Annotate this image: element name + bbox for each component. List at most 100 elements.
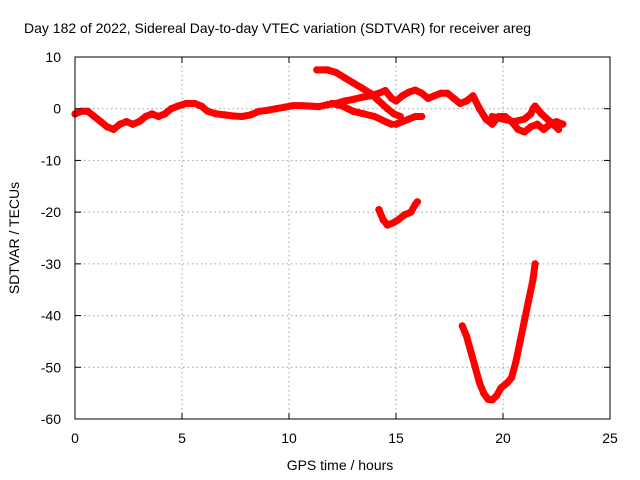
data-point [182,99,190,108]
data-point [289,102,297,110]
data-point [315,103,323,111]
data-point [398,92,406,100]
data-point [520,317,529,325]
data-point [84,107,92,115]
x-tick-label: 0 [71,430,79,446]
data-point [531,260,539,268]
axis-ticks: 0 5 10 15 20 25 10 0 -10 -20 -30 -40 -50 -60 [41,49,618,446]
data-point [405,115,413,123]
data-point [430,92,439,100]
data-point [488,112,496,121]
data-point [525,296,533,304]
data-point [394,216,402,224]
data-point [411,86,419,94]
data-point [480,389,488,397]
data-point [174,102,182,110]
data-point [413,198,421,206]
data-point [533,120,541,128]
data-point [383,221,391,229]
y-axis-label: SDTVAR / TECUs [6,182,22,294]
data-point [381,87,389,95]
data-point [358,84,366,92]
data-point [514,125,522,133]
data-point [90,112,98,121]
data-point [375,97,383,105]
data-point [411,112,419,121]
data-point [516,337,524,345]
data-point [437,89,445,97]
data-point [493,392,501,400]
chart-title: Day 182 of 2022, Sidereal Day-to-day VTE… [24,20,531,36]
data-point [338,102,347,110]
series-dip_segment [375,198,421,229]
data-point [77,107,85,115]
data-point [482,115,490,123]
data-point [323,66,332,74]
data-point [135,118,143,126]
data-point [467,348,475,356]
data-point [531,102,539,110]
x-tick-label: 20 [495,430,511,446]
data-point [463,97,471,105]
y-tick-label: -10 [41,152,61,168]
data-point [383,105,391,113]
data-point [332,68,340,77]
data-point [398,118,406,126]
data-point [229,112,237,120]
data-point [116,120,124,128]
data-point [272,105,280,113]
data-point [503,379,511,387]
data-point [424,94,432,102]
data-point [349,95,357,103]
data-point [148,110,156,118]
data-point [499,115,507,123]
series-deep_valley [458,260,539,404]
data-point [97,118,105,126]
series-high_arc [313,66,404,121]
data-point [129,120,137,128]
data-point [306,102,314,110]
series-late_arc [488,102,563,133]
data-point [471,363,479,371]
data-point [540,125,548,133]
data-point [401,211,409,219]
data-point [103,123,111,131]
data-point [313,66,321,74]
y-tick-label: -40 [41,308,61,324]
data-point [529,275,537,283]
plot-frame [74,56,611,420]
data-point [371,112,379,121]
data-point [418,89,426,97]
data-point [407,208,415,216]
y-tick-label: -50 [41,359,61,375]
data-point [469,92,477,100]
data-point [358,93,366,101]
data-point [122,118,130,126]
data-point [488,120,496,128]
data-point [508,374,516,382]
data-point [360,110,368,118]
data-point [238,112,246,121]
data-point [109,125,118,133]
data-point [255,107,263,115]
data-point [246,111,255,119]
data-point [341,74,349,82]
x-tick-label: 25 [602,430,618,446]
y-tick-label: -30 [41,256,61,272]
data-point [546,118,554,126]
y-tick-label: 0 [53,101,61,117]
y-tick-label: -60 [41,411,61,427]
data-point [520,115,529,123]
series-low_branch [328,99,396,128]
data-point [450,94,458,102]
data-point [381,118,389,126]
data-point [475,105,484,113]
data-point [510,118,518,126]
data-point [328,99,336,108]
data-point [379,216,387,224]
data-point [527,123,535,131]
x-tick-label: 15 [388,430,404,446]
data-point [555,125,563,133]
y-tick-label: -20 [41,204,61,220]
